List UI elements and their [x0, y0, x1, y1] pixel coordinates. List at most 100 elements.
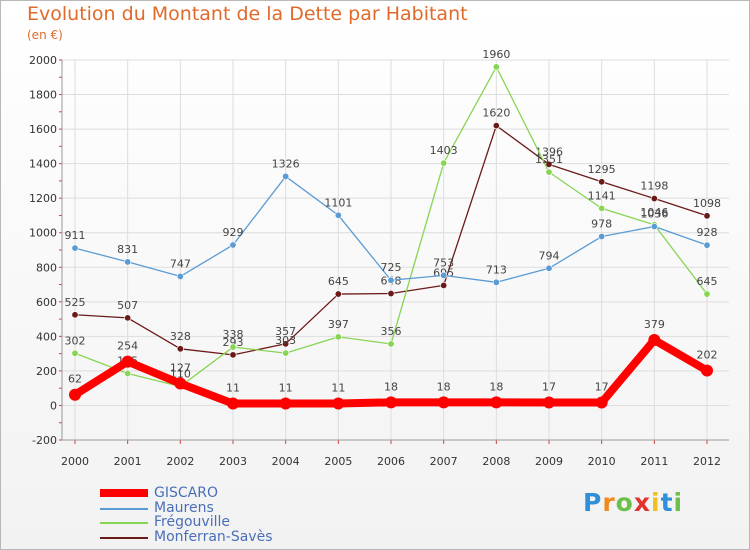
data-point-fregouville: [703, 290, 711, 298]
data-point-maurens: [334, 211, 342, 219]
data-point-giscaro: [490, 396, 503, 409]
data-label-monferran-saves: 1098: [693, 197, 721, 210]
data-point-fregouville: [387, 340, 395, 348]
legend-label-fregouville: Frégouville: [154, 514, 230, 530]
data-point-giscaro: [279, 397, 292, 410]
data-label-fregouville: 1141: [588, 189, 616, 202]
data-point-maurens: [703, 241, 711, 249]
x-tick-label: 2004: [272, 455, 300, 468]
y-tick-label: 200: [36, 365, 57, 378]
data-label-fregouville: 356: [381, 325, 402, 338]
data-label-giscaro: 11: [331, 382, 345, 395]
x-tick-label: 2006: [377, 455, 405, 468]
data-point-giscaro: [385, 396, 397, 409]
data-label-giscaro: 202: [697, 349, 718, 362]
data-label-maurens: 911: [65, 229, 86, 242]
x-tick-label: 2000: [61, 455, 89, 468]
x-tick-label: 2007: [430, 455, 458, 468]
y-tick-label: 0: [50, 399, 57, 412]
data-label-fregouville: 302: [65, 334, 86, 347]
data-point-monferran-saves: [229, 351, 237, 359]
data-label-fregouville: 338: [223, 328, 244, 341]
data-point-maurens: [387, 276, 395, 284]
data-label-monferran-saves: 525: [65, 296, 86, 309]
data-label-giscaro: 18: [437, 380, 451, 393]
legend-label-monferran-saves: Monferran-Savès: [154, 529, 273, 545]
data-label-monferran-saves: 1198: [640, 180, 668, 193]
chart-title: Evolution du Montant de la Dette par Hab…: [27, 3, 468, 25]
data-label-maurens: 978: [591, 218, 612, 231]
data-point-fregouville: [124, 369, 132, 377]
legend-item-fregouville: Frégouville: [100, 514, 360, 531]
legend-swatch-maurens: [100, 508, 148, 510]
data-label-fregouville: 1960: [482, 48, 510, 61]
data-label-fregouville: 1351: [535, 153, 563, 166]
data-point-maurens: [282, 172, 290, 180]
legend-label-maurens: Maurens: [154, 500, 214, 516]
data-label-monferran-saves: 1620: [482, 107, 510, 120]
data-label-fregouville: 645: [697, 275, 718, 288]
data-label-maurens: 747: [170, 257, 191, 270]
x-tick-label: 2012: [693, 455, 721, 468]
data-point-maurens: [440, 271, 448, 279]
data-point-monferran-saves: [598, 178, 606, 186]
data-label-monferran-saves: 1396: [535, 145, 563, 158]
data-label-fregouville: 397: [328, 318, 349, 331]
logo-letter: o: [615, 488, 634, 517]
logo-letter: r: [602, 488, 616, 517]
x-tick-label: 2003: [219, 455, 247, 468]
data-point-maurens: [176, 272, 184, 280]
data-label-maurens: 794: [539, 249, 560, 262]
y-tick-label: 800: [36, 261, 57, 274]
data-point-fregouville: [334, 333, 342, 341]
data-label-maurens: 1326: [272, 157, 300, 170]
logo-letter: P: [583, 488, 603, 517]
data-point-giscaro: [69, 388, 81, 401]
data-label-giscaro: 18: [384, 380, 398, 393]
data-label-monferran-saves: 507: [117, 299, 138, 312]
data-label-maurens: 725: [381, 261, 402, 274]
data-point-giscaro: [121, 355, 134, 368]
data-point-maurens: [71, 244, 79, 252]
x-tick-label: 2002: [166, 455, 194, 468]
y-tick-label: 2000: [29, 54, 57, 67]
legend-item-monferran-saves: Monferran-Savès: [100, 529, 360, 546]
logo-letter: i: [673, 488, 684, 517]
data-label-fregouville: 1403: [430, 144, 458, 157]
data-label-fregouville: 1046: [640, 206, 668, 219]
data-point-maurens: [545, 264, 553, 272]
data-label-monferran-saves: 357: [275, 325, 296, 338]
data-point-monferran-saves: [387, 290, 395, 298]
logo-letter: i: [651, 488, 661, 517]
data-point-monferran-saves: [440, 281, 448, 289]
proxiti-logo: Proxiti: [583, 488, 683, 517]
data-point-giscaro: [595, 396, 608, 409]
y-tick-label: -200: [32, 434, 57, 447]
x-tick-label: 2010: [588, 455, 616, 468]
legend-item-giscaro: GISCARO: [100, 485, 360, 502]
data-label-fregouville: 303: [275, 334, 296, 347]
data-label-monferran-saves: 293: [223, 336, 244, 349]
data-point-fregouville: [440, 159, 448, 167]
data-point-giscaro: [437, 396, 450, 409]
y-tick-label: 400: [36, 330, 57, 343]
y-tick-label: 1000: [29, 227, 57, 240]
data-point-fregouville: [282, 349, 290, 357]
data-point-fregouville: [545, 168, 553, 176]
data-point-monferran-saves: [71, 311, 79, 319]
data-point-fregouville: [229, 343, 237, 351]
data-point-giscaro: [332, 397, 345, 410]
data-label-maurens: 929: [223, 226, 244, 239]
data-point-giscaro: [648, 333, 661, 346]
data-label-maurens: 753: [433, 256, 454, 269]
data-point-monferran-saves: [176, 345, 184, 353]
x-tick-label: 2001: [114, 455, 142, 468]
data-label-giscaro: 11: [226, 382, 240, 395]
data-point-maurens: [492, 278, 500, 286]
x-tick-label: 2011: [640, 455, 668, 468]
data-point-maurens: [124, 258, 132, 266]
legend-item-maurens: Maurens: [100, 500, 360, 517]
legend-swatch-monferran-saves: [100, 537, 148, 539]
